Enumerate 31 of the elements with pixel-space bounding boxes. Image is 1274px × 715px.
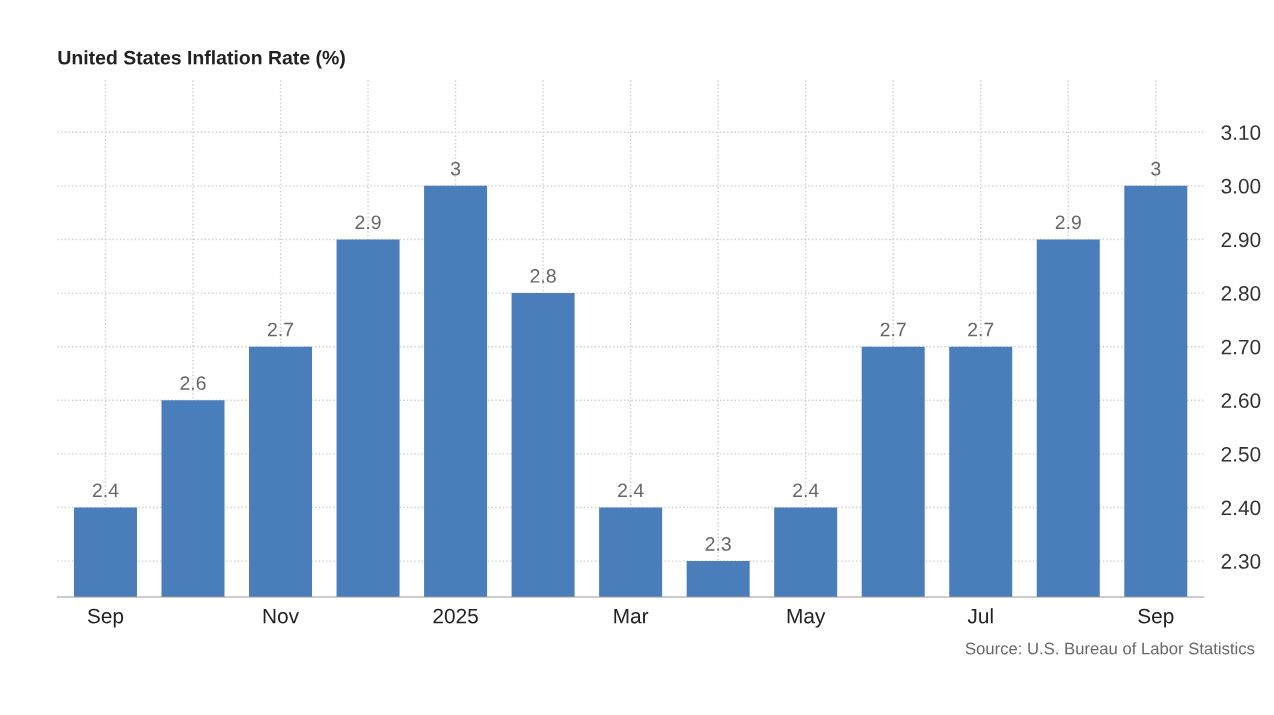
x-tick-label: Sep: [87, 608, 124, 628]
data-label: 2.8: [530, 269, 556, 283]
y-tick-label: 2.30: [1221, 554, 1261, 569]
y-tick-label: 2.80: [1221, 286, 1261, 301]
x-tick-label: Mar: [614, 608, 649, 624]
data-label: 2.4: [92, 483, 119, 498]
data-label: 2.4: [793, 483, 819, 498]
y-tick-label: 3.10: [1221, 125, 1261, 141]
y-tick-label: 2.40: [1221, 500, 1261, 516]
y-tick-label: 2.90: [1221, 232, 1261, 248]
x-tick-label: Nov: [263, 608, 299, 624]
x-tick-label: Sep: [1138, 608, 1174, 628]
y-tick-label: 3.00: [1221, 178, 1261, 194]
data-label: 2.9: [1055, 215, 1081, 230]
x-tick-label: May: [787, 608, 826, 628]
y-tick-label: 2.50: [1221, 446, 1261, 462]
data-label: 3: [450, 161, 461, 176]
x-tick-label: 2025: [433, 608, 478, 624]
data-label: 2.3: [705, 537, 731, 551]
x-tick-label: Jul: [967, 608, 993, 624]
data-label: 2.7: [267, 322, 294, 337]
y-tick-label: 2.60: [1221, 393, 1261, 409]
chart-title: United States Inflation Rate (%): [58, 50, 345, 69]
data-label: 2.6: [180, 376, 206, 391]
data-label: 3: [1151, 161, 1161, 176]
y-tick-label: 2.70: [1221, 339, 1261, 355]
data-label: 2.7: [880, 322, 906, 337]
data-label: 2.4: [618, 483, 644, 498]
source-note: Source: U.S. Bureau of Labor Statistics: [965, 642, 1255, 655]
data-label: 2.9: [355, 215, 381, 230]
data-label: 2.7: [968, 322, 994, 337]
